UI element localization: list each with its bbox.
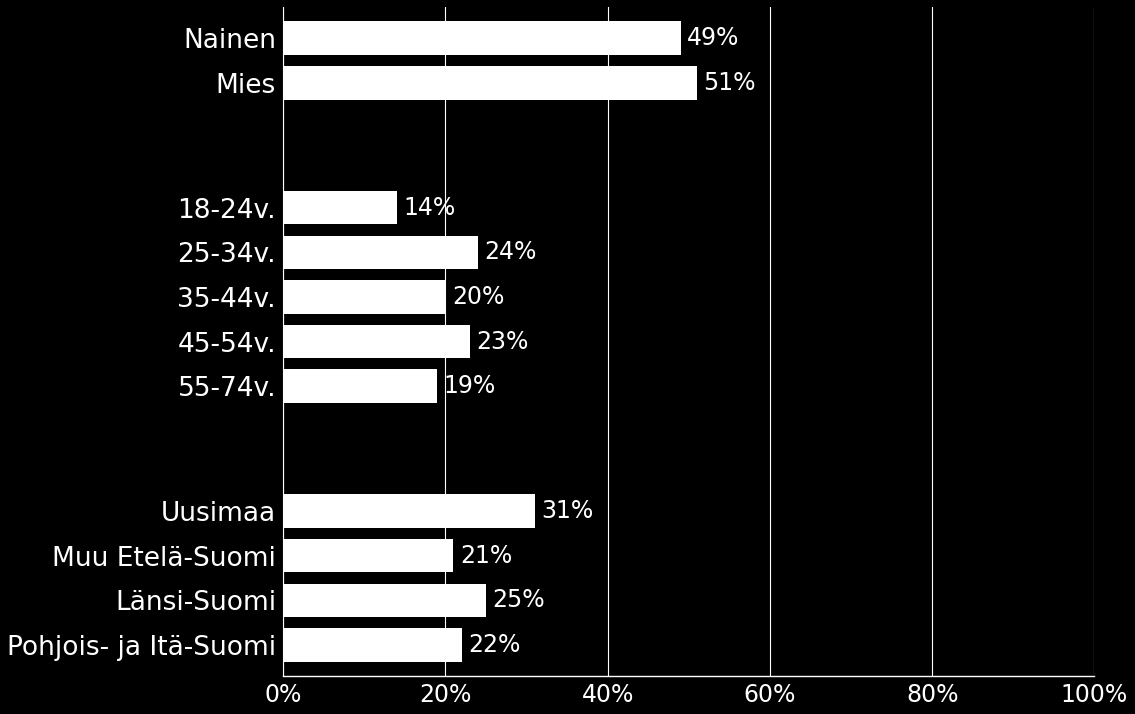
Bar (283, 583, 486, 617)
Bar (283, 628, 462, 662)
Text: 19%: 19% (444, 374, 496, 398)
Bar (283, 325, 470, 358)
Bar (283, 21, 681, 55)
Bar (283, 494, 535, 528)
Text: 20%: 20% (452, 285, 504, 309)
Text: 22%: 22% (468, 633, 520, 657)
Text: 24%: 24% (485, 241, 537, 264)
Bar (283, 280, 445, 313)
Text: 49%: 49% (687, 26, 740, 50)
Text: 51%: 51% (704, 71, 756, 95)
Bar (283, 191, 396, 224)
Bar (283, 539, 453, 573)
Text: 14%: 14% (403, 196, 455, 220)
Text: 31%: 31% (541, 499, 594, 523)
Text: 23%: 23% (476, 330, 529, 353)
Text: 25%: 25% (493, 588, 545, 613)
Text: 21%: 21% (460, 543, 512, 568)
Bar (283, 66, 697, 99)
Bar (283, 236, 478, 269)
Bar (283, 369, 437, 403)
